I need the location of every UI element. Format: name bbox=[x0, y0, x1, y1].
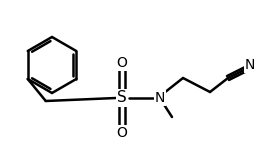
Text: O: O bbox=[117, 126, 127, 140]
Text: S: S bbox=[117, 91, 127, 105]
Text: N: N bbox=[155, 91, 165, 105]
Text: O: O bbox=[117, 56, 127, 70]
Text: N: N bbox=[245, 58, 255, 72]
